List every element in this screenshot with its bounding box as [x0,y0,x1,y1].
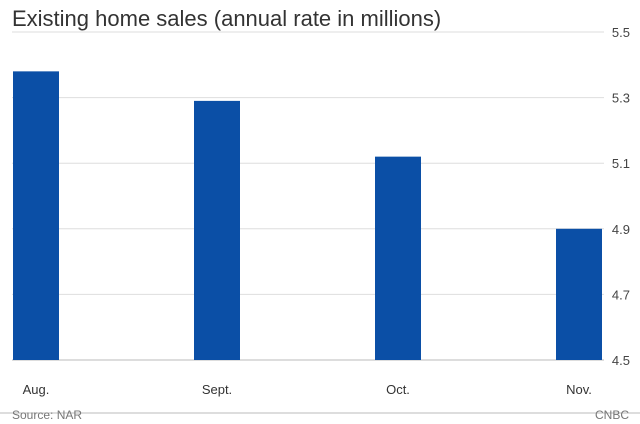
bar-oct [375,156,421,360]
credit-note: CNBC [595,408,629,422]
y-tick-label: 5.1 [612,156,630,171]
y-tick-label: 4.7 [612,287,630,302]
y-tick-label: 5.5 [612,25,630,40]
x-tick-label: Sept. [202,382,232,397]
x-tick-label: Aug. [23,382,50,397]
x-tick-label: Nov. [566,382,592,397]
bar-aug [13,71,59,361]
x-axis-labels: Aug. Sept. Oct. Nov. [23,382,592,397]
y-tick-label: 5.3 [612,91,630,106]
bars [13,71,602,361]
bar-nov [556,228,602,360]
chart-title: Existing home sales (annual rate in mill… [12,6,441,31]
source-note: Source: NAR [12,408,82,422]
y-tick-label: 4.5 [612,353,630,368]
y-axis-ticks: 5.5 5.3 5.1 4.9 4.7 4.5 [612,25,630,368]
gridlines [12,31,604,361]
y-tick-label: 4.9 [612,222,630,237]
bar-sept [194,100,240,360]
x-tick-label: Oct. [386,382,410,397]
